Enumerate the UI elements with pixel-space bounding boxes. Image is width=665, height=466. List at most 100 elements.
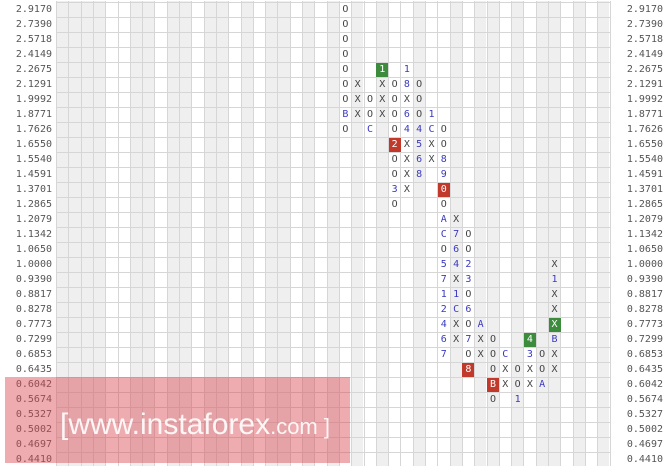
watermark-suffix: .com ] [270, 414, 330, 439]
period-marker: 4 [416, 123, 423, 135]
x-mark: X [403, 168, 410, 180]
price-label-left: 1.5540 [15, 153, 52, 165]
o-mark: O [539, 363, 546, 375]
o-mark: O [342, 48, 349, 60]
price-label-left: 2.1291 [15, 78, 52, 90]
price-label-right: 0.5002 [626, 423, 663, 435]
o-mark: O [391, 108, 398, 120]
o-mark: O [539, 348, 546, 360]
grid-line-vertical [511, 1, 512, 466]
period-marker: 6 [416, 153, 423, 165]
column-band [474, 1, 487, 466]
grid-line-horizontal [56, 362, 610, 363]
grid-line-horizontal [56, 422, 610, 423]
price-label-left: 1.2079 [15, 213, 52, 225]
grid-line-horizontal [56, 347, 610, 348]
grid-line-vertical [523, 1, 524, 466]
grid-line-vertical [597, 1, 598, 466]
price-label-left: 0.4697 [15, 438, 52, 450]
period-marker: C [453, 303, 460, 315]
price-label-left: 2.9170 [15, 3, 52, 15]
price-label-right: 1.1342 [626, 228, 663, 240]
x-mark: X [477, 333, 484, 345]
period-marker: 2 [440, 303, 447, 315]
period-marker: 1 [376, 62, 389, 77]
grid-line-vertical [536, 1, 537, 466]
price-label-right: 0.7299 [626, 333, 663, 345]
grid-line-vertical [167, 1, 168, 466]
column-band [351, 1, 364, 466]
period-marker: A [539, 378, 546, 390]
x-mark: X [403, 183, 410, 195]
price-label-left: 2.7390 [15, 18, 52, 30]
column-band [215, 1, 229, 466]
grid-line-vertical [573, 1, 574, 466]
o-mark: O [391, 78, 398, 90]
price-label-right: 0.8817 [626, 288, 663, 300]
period-marker: C [366, 123, 374, 135]
grid-line-vertical [179, 1, 180, 466]
price-label-right: 0.4410 [626, 453, 663, 465]
x-mark: X [403, 153, 410, 165]
column-band [166, 1, 179, 466]
o-mark: O [416, 78, 423, 90]
o-mark: O [514, 363, 521, 375]
x-mark: X [477, 348, 484, 360]
o-mark: O [489, 393, 497, 405]
grid-line-vertical [351, 1, 352, 466]
o-mark: O [416, 108, 423, 120]
o-mark: O [342, 3, 349, 15]
grid-line-horizontal [56, 272, 610, 273]
grid-line-vertical [130, 1, 131, 466]
price-label-right: 0.4697 [626, 438, 663, 450]
column-band [240, 1, 253, 466]
grid-line-vertical [253, 1, 254, 466]
period-marker: 8 [440, 153, 447, 165]
column-band [511, 1, 524, 466]
period-marker: 6 [453, 243, 460, 255]
period-marker: B [551, 333, 558, 345]
x-mark: X [379, 108, 386, 120]
column-band [129, 1, 143, 466]
x-mark: X [453, 318, 460, 330]
x-mark: X [551, 348, 558, 360]
o-mark: O [465, 243, 472, 255]
x-mark: X [403, 138, 410, 150]
period-marker: 2 [388, 137, 401, 152]
o-mark: O [366, 108, 374, 120]
price-label-left: 0.5002 [15, 423, 52, 435]
grid-line-vertical [154, 1, 155, 466]
grid-line-vertical [450, 1, 451, 466]
grid-line-horizontal [56, 302, 610, 303]
column-band [80, 1, 93, 466]
column-band [535, 1, 548, 466]
period-marker: 5 [416, 138, 423, 150]
period-marker: 2 [465, 258, 472, 270]
period-marker: 6 [465, 303, 472, 315]
period-marker: A [440, 213, 447, 225]
price-label-right: 1.4591 [626, 168, 663, 180]
price-label-right: 2.1291 [626, 78, 663, 90]
price-label-right: 1.0650 [626, 243, 663, 255]
price-label-left: 0.9390 [15, 273, 52, 285]
grid-line-horizontal [56, 407, 610, 408]
period-marker: 8 [403, 78, 410, 90]
grid-line-vertical [364, 1, 365, 466]
price-label-right: 1.8771 [626, 108, 663, 120]
column-band [277, 1, 290, 466]
grid-line-horizontal [56, 197, 610, 198]
period-marker: 1 [440, 288, 447, 300]
column-band [68, 1, 81, 466]
price-label-right: 0.5327 [626, 408, 663, 420]
period-marker: 3 [526, 348, 533, 360]
period-marker: 6 [403, 108, 410, 120]
grid-line-vertical [302, 1, 303, 466]
x-mark: X [502, 378, 509, 390]
x-mark: X [502, 363, 509, 375]
grid-line-vertical [118, 1, 119, 466]
x-mark: X [354, 108, 361, 120]
price-label-right: 1.5540 [626, 153, 663, 165]
grid-line-vertical [487, 1, 488, 466]
period-marker: 4 [523, 332, 536, 347]
